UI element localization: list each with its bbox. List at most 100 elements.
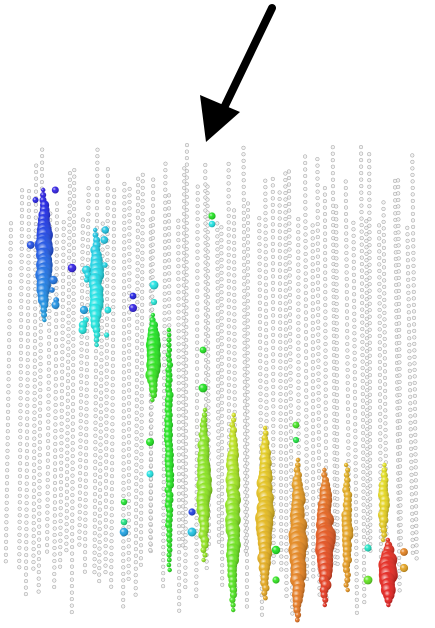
dom <box>33 443 37 447</box>
dom <box>353 384 357 388</box>
dom <box>368 172 372 176</box>
dom <box>106 200 110 204</box>
dom <box>167 311 171 315</box>
dom <box>122 384 126 388</box>
dom <box>150 412 154 416</box>
dom <box>411 186 415 190</box>
dom <box>354 507 358 511</box>
dom <box>317 469 321 473</box>
dom <box>70 552 74 556</box>
dom <box>280 555 284 559</box>
dom <box>122 475 126 479</box>
dom <box>206 191 210 195</box>
dom <box>412 271 416 275</box>
dom <box>136 242 140 246</box>
dom <box>317 359 321 363</box>
dom <box>71 519 75 523</box>
dom <box>24 573 28 577</box>
dom <box>216 235 220 239</box>
dom <box>195 549 199 553</box>
dom <box>27 235 31 239</box>
dom <box>53 507 57 511</box>
dom <box>227 260 231 264</box>
dom <box>398 380 402 384</box>
dom <box>232 209 236 213</box>
dom <box>177 316 181 320</box>
dom <box>413 414 417 418</box>
dom <box>59 461 63 465</box>
dom <box>271 281 275 285</box>
dom <box>185 241 189 245</box>
dom <box>271 307 275 311</box>
dom <box>136 190 140 194</box>
dom <box>34 190 38 194</box>
dom <box>335 419 339 423</box>
dom <box>259 385 263 389</box>
dom <box>271 210 275 214</box>
dom <box>25 462 29 466</box>
dom <box>246 462 250 466</box>
dom <box>206 185 210 189</box>
dom <box>177 219 181 223</box>
dom <box>346 420 350 424</box>
dom <box>383 292 387 296</box>
dom <box>408 350 412 354</box>
dom <box>185 221 189 225</box>
dom <box>53 455 57 459</box>
dom <box>220 395 224 399</box>
dom <box>177 576 181 580</box>
dom <box>83 570 87 574</box>
dom <box>135 385 139 389</box>
dom <box>135 404 139 408</box>
dom <box>104 453 108 457</box>
dom <box>105 382 109 386</box>
dom <box>284 347 288 351</box>
dom <box>398 465 402 469</box>
dom <box>279 340 283 344</box>
dom <box>18 468 22 472</box>
dom <box>19 371 23 375</box>
dom <box>66 438 70 442</box>
dom <box>220 258 224 262</box>
dom <box>220 440 224 444</box>
dom <box>71 487 75 491</box>
dom <box>304 285 308 289</box>
dom <box>410 499 414 503</box>
dom <box>272 463 276 467</box>
dom <box>181 524 185 528</box>
dom <box>136 268 140 272</box>
dom <box>217 436 221 440</box>
dom <box>20 228 24 232</box>
dom <box>9 241 13 245</box>
dom <box>60 428 64 432</box>
dom <box>195 328 199 332</box>
dom <box>216 300 220 304</box>
dom <box>378 250 382 254</box>
dom <box>284 256 288 260</box>
dom <box>95 213 99 217</box>
dom <box>163 246 167 250</box>
dom <box>127 564 131 568</box>
dom <box>233 358 237 362</box>
dom <box>136 300 140 304</box>
dom <box>297 276 301 280</box>
dom <box>55 254 59 258</box>
dom <box>123 195 127 199</box>
dom <box>38 512 42 516</box>
dom <box>368 464 372 468</box>
dom <box>62 246 66 250</box>
hit-shade <box>209 221 216 228</box>
dom <box>246 273 250 277</box>
dom <box>177 446 181 450</box>
dom <box>246 468 250 472</box>
dom <box>411 238 415 242</box>
dom <box>397 315 401 319</box>
dom <box>54 429 58 433</box>
dom <box>305 415 309 419</box>
dom <box>220 505 224 509</box>
dom <box>128 187 132 191</box>
dom <box>100 319 104 323</box>
dom <box>167 291 171 295</box>
dom <box>105 362 109 366</box>
dom <box>206 315 210 319</box>
